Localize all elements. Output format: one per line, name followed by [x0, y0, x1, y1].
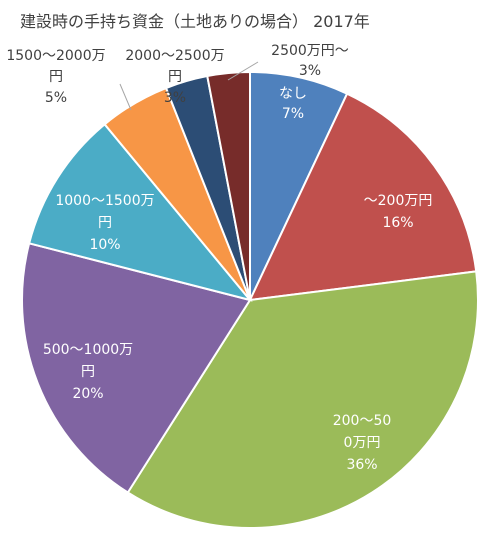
- slice-percent-label: 36%: [346, 457, 377, 473]
- pie-slice-4: [27, 122, 253, 302]
- slice-percent-label: 3%: [164, 90, 186, 106]
- pie-slice-1: [248, 92, 478, 302]
- slice-label-1: ～200万円 16%: [364, 193, 433, 231]
- slice-category-label: 200～50: [333, 413, 392, 429]
- slice-label-6: 2000～2500万円 3%: [125, 48, 224, 106]
- slice-category-label: 円: [81, 364, 95, 380]
- slice-category-label: 2500万円～: [271, 43, 349, 59]
- slice-category-label: なし: [279, 86, 307, 102]
- slice-label-2: 200～50 0万円 36%: [333, 413, 392, 473]
- slice-category-label: 0万円: [344, 435, 381, 451]
- slice-percent-label: 16%: [382, 215, 413, 231]
- slice-percent-label: 5%: [45, 90, 67, 106]
- slice-percent-label: 3%: [299, 63, 321, 79]
- leader-line-7: [227, 61, 259, 81]
- slice-category-label: 1500～2000万: [6, 48, 105, 64]
- slice-category-label: 2000～2500万: [125, 48, 224, 64]
- pie-slice-2: [126, 270, 479, 529]
- pie-slice-3: [21, 242, 252, 494]
- slice-category-label: 1000～1500万: [55, 193, 154, 209]
- slice-category-label: 円: [98, 215, 112, 231]
- slice-category-label: 円: [49, 69, 63, 85]
- slice-category-label: ～200万円: [364, 193, 433, 209]
- pie-slice-7: [206, 70, 251, 301]
- slice-category-label: 円: [168, 69, 182, 85]
- leader-line-5: [119, 83, 132, 111]
- slice-percent-label: 7%: [282, 106, 304, 122]
- slice-percent-label: 20%: [72, 386, 103, 402]
- slice-label-0: なし 7%: [279, 86, 307, 122]
- slice-category-label: 500～1000万: [43, 342, 133, 358]
- chart-title: 建設時の手持ち資金（土地ありの場合） 2017年: [20, 12, 370, 31]
- slice-percent-label: 10%: [89, 237, 120, 253]
- slice-label-7: 2500万円～ 3%: [271, 43, 349, 79]
